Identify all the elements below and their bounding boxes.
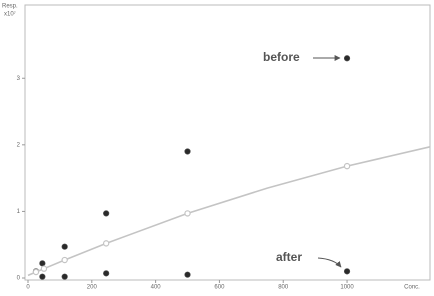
y-axis-label: Resp. [2, 4, 18, 10]
data-point [103, 210, 110, 217]
calibration-point [343, 162, 351, 170]
x-tick-label: 0 [26, 285, 30, 291]
calibration-point [40, 265, 48, 272]
annotation: before [263, 50, 300, 64]
calibration-point [184, 210, 191, 217]
data-point [103, 270, 110, 277]
y-tick-label: 0 [17, 276, 21, 282]
data-point [184, 148, 191, 155]
y-tick-label: 1 [17, 209, 21, 215]
annotation-arrow [317, 257, 342, 268]
y-unit-label: x10⁷ [4, 11, 16, 18]
x-tick-label: 600 [214, 285, 225, 291]
plot-frame [24, 4, 431, 281]
x-tick-label: 200 [87, 285, 98, 291]
x-tick-label: 800 [278, 285, 289, 291]
x-tick-label: 400 [151, 285, 162, 291]
data-point [184, 271, 191, 278]
x-tick-label: 1000 [340, 285, 354, 291]
calibration-point [102, 240, 110, 247]
y-tick-label: 3 [17, 76, 21, 82]
annotation: after [276, 250, 302, 264]
y-tick-label: 2 [17, 142, 21, 148]
data-point [39, 260, 46, 267]
data-point [61, 243, 68, 250]
data-point [343, 55, 351, 62]
data-point [61, 273, 68, 280]
x-axis-label: Conc. [404, 285, 420, 291]
fit-curve [27, 146, 431, 277]
data-point [39, 273, 46, 280]
data-point [343, 268, 351, 275]
calibration-point [32, 268, 40, 276]
calibration-point [61, 256, 68, 264]
